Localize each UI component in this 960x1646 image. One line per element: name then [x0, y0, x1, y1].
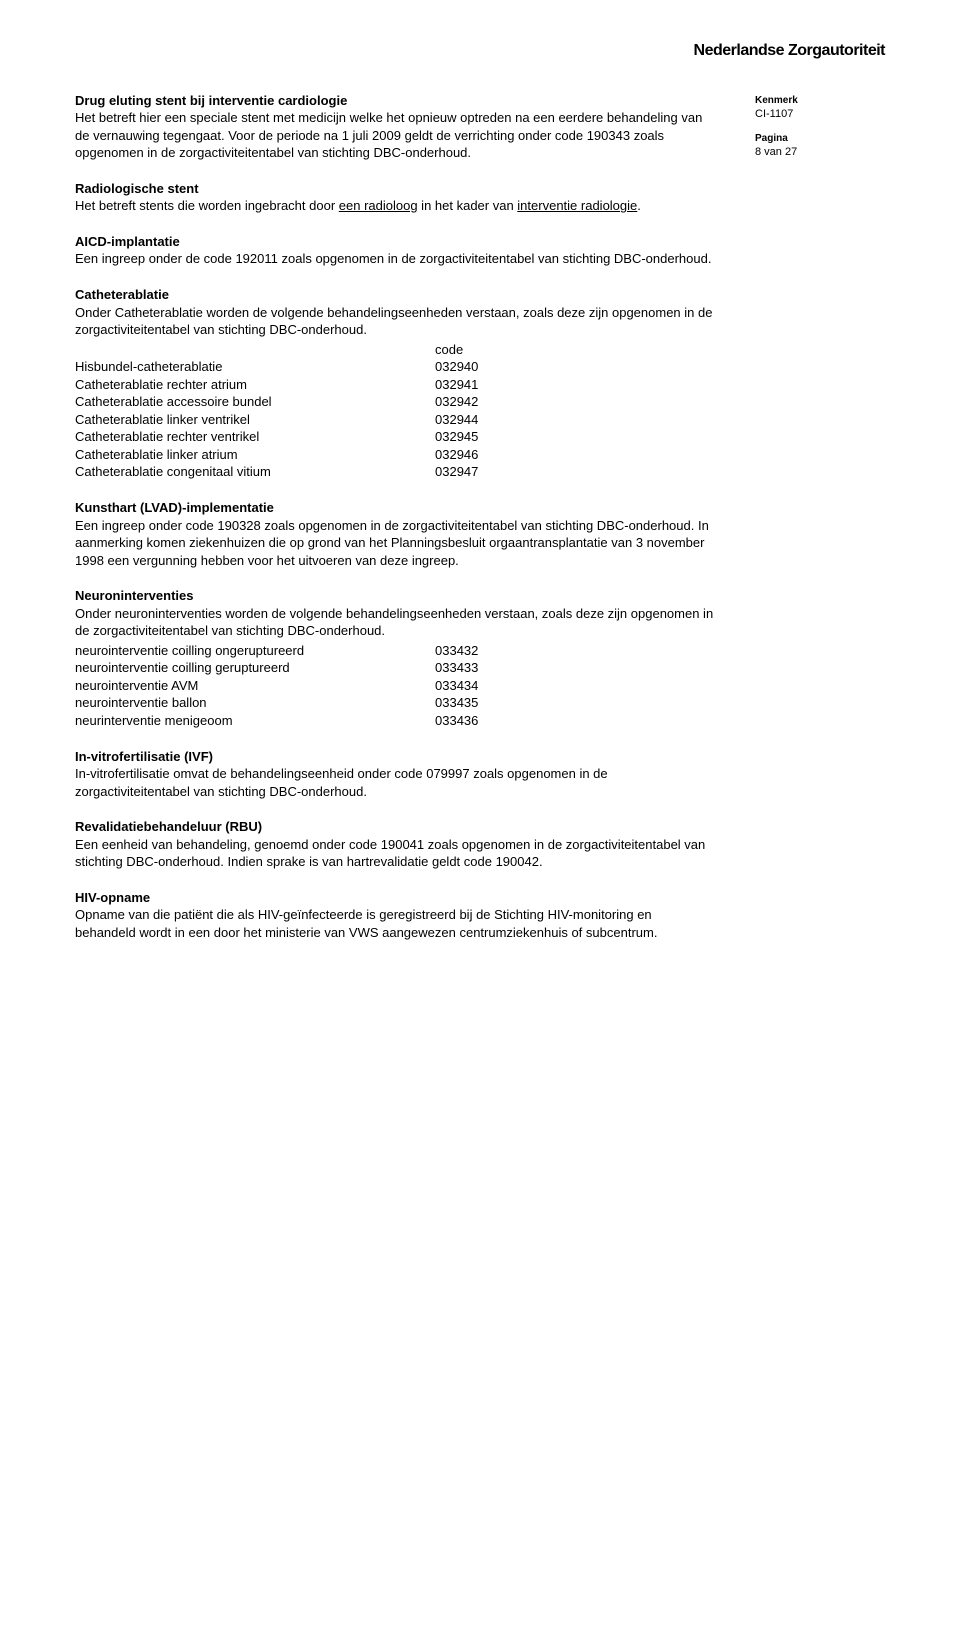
section-body: Een ingreep onder code 190328 zoals opge… — [75, 517, 715, 570]
code-table-row: neurointerventie coilling ongeruptureerd… — [75, 642, 715, 660]
procedure-code: 032947 — [435, 463, 535, 481]
text-fragment: in het kader van — [418, 198, 518, 213]
section-title: Catheterablatie — [75, 286, 715, 304]
procedure-name: neurointerventie ballon — [75, 694, 435, 712]
code-table-row: neurinterventie menigeoom033436 — [75, 712, 715, 730]
section-title: Radiologische stent — [75, 180, 715, 198]
kenmerk-label: Kenmerk — [755, 94, 875, 108]
code-table-row: Hisbundel-catheterablatie032940 — [75, 358, 715, 376]
section-title: HIV-opname — [75, 889, 715, 907]
org-logo: Nederlandse Zorgautoriteit — [75, 40, 885, 62]
code-table-row: neurointerventie AVM033434 — [75, 677, 715, 695]
procedure-name: Catheterablatie congenitaal vitium — [75, 463, 435, 481]
procedure-name: neurinterventie menigeoom — [75, 712, 435, 730]
blank-cell — [75, 341, 435, 359]
text-fragment: Het betreft stents die worden ingebracht… — [75, 198, 339, 213]
kenmerk-value: CI-1107 — [755, 107, 875, 122]
section-title: AICD-implantatie — [75, 233, 715, 251]
section-radiologische-stent: Radiologische stent Het betreft stents d… — [75, 180, 715, 215]
section-drug-eluting-stent: Drug eluting stent bij interventie cardi… — [75, 92, 715, 162]
section-body: Opname van die patiënt die als HIV-geïnf… — [75, 906, 715, 941]
section-title: Drug eluting stent bij interventie cardi… — [75, 92, 715, 110]
procedure-name: neurointerventie coilling ongeruptureerd — [75, 642, 435, 660]
procedure-code: 032946 — [435, 446, 535, 464]
section-title: Neuroninterventies — [75, 587, 715, 605]
section-body: Een eenheid van behandeling, genoemd ond… — [75, 836, 715, 871]
procedure-name: Catheterablatie rechter ventrikel — [75, 428, 435, 446]
content-wrap: Drug eluting stent bij interventie cardi… — [75, 92, 885, 960]
section-hiv-opname: HIV-opname Opname van die patiënt die al… — [75, 889, 715, 942]
procedure-code: 033434 — [435, 677, 535, 695]
code-table-row: Catheterablatie linker atrium032946 — [75, 446, 715, 464]
text-fragment: . — [637, 198, 641, 213]
code-table-row: Catheterablatie rechter ventrikel032945 — [75, 428, 715, 446]
section-body: In-vitrofertilisatie omvat de behandelin… — [75, 765, 715, 800]
procedure-code: 032945 — [435, 428, 535, 446]
section-title: Revalidatiebehandeluur (RBU) — [75, 818, 715, 836]
section-catheterablatie: Catheterablatie Onder Catheterablatie wo… — [75, 286, 715, 481]
main-column: Drug eluting stent bij interventie cardi… — [75, 92, 715, 960]
code-table-header: code — [75, 341, 715, 359]
section-body: Het betreft stents die worden ingebracht… — [75, 197, 715, 215]
code-column-header: code — [435, 341, 535, 359]
procedure-name: Catheterablatie linker atrium — [75, 446, 435, 464]
procedure-name: neurointerventie coilling geruptureerd — [75, 659, 435, 677]
section-body: Een ingreep onder de code 192011 zoals o… — [75, 250, 715, 268]
procedure-name: Catheterablatie accessoire bundel — [75, 393, 435, 411]
section-rbu: Revalidatiebehandeluur (RBU) Een eenheid… — [75, 818, 715, 871]
code-table-row: Catheterablatie accessoire bundel032942 — [75, 393, 715, 411]
section-neuroninterventies: Neuroninterventies Onder neuronintervent… — [75, 587, 715, 729]
section-title: In-vitrofertilisatie (IVF) — [75, 748, 715, 766]
underlined-text: een radioloog — [339, 198, 418, 213]
section-intro: Onder neuroninterventies worden de volge… — [75, 605, 715, 640]
code-table-row: Catheterablatie rechter atrium032941 — [75, 376, 715, 394]
code-table-row: Catheterablatie congenitaal vitium032947 — [75, 463, 715, 481]
procedure-code: 032944 — [435, 411, 535, 429]
procedure-name: Catheterablatie rechter atrium — [75, 376, 435, 394]
code-table-neuro: neurointerventie coilling ongeruptureerd… — [75, 642, 715, 730]
procedure-name: neurointerventie AVM — [75, 677, 435, 695]
procedure-code: 033435 — [435, 694, 535, 712]
code-table-row: neurointerventie ballon033435 — [75, 694, 715, 712]
pagina-value: 8 van 27 — [755, 145, 875, 160]
section-kunsthart: Kunsthart (LVAD)-implementatie Een ingre… — [75, 499, 715, 569]
section-ivf: In-vitrofertilisatie (IVF) In-vitroferti… — [75, 748, 715, 801]
procedure-code: 033433 — [435, 659, 535, 677]
procedure-code: 032940 — [435, 358, 535, 376]
procedure-name: Catheterablatie linker ventrikel — [75, 411, 435, 429]
procedure-code: 032941 — [435, 376, 535, 394]
procedure-code: 033436 — [435, 712, 535, 730]
code-table-row: Catheterablatie linker ventrikel032944 — [75, 411, 715, 429]
sidebar-meta: Kenmerk CI-1107 Pagina 8 van 27 — [755, 94, 875, 171]
pagina-label: Pagina — [755, 132, 875, 146]
procedure-code: 033432 — [435, 642, 535, 660]
section-intro: Onder Catheterablatie worden de volgende… — [75, 304, 715, 339]
section-body: Het betreft hier een speciale stent met … — [75, 109, 715, 162]
procedure-name: Hisbundel-catheterablatie — [75, 358, 435, 376]
code-table-row: neurointerventie coilling geruptureerd03… — [75, 659, 715, 677]
section-title: Kunsthart (LVAD)-implementatie — [75, 499, 715, 517]
procedure-code: 032942 — [435, 393, 535, 411]
section-aicd-implantatie: AICD-implantatie Een ingreep onder de co… — [75, 233, 715, 268]
underlined-text: interventie radiologie — [517, 198, 637, 213]
code-table-catheter: code Hisbundel-catheterablatie032940Cath… — [75, 341, 715, 481]
